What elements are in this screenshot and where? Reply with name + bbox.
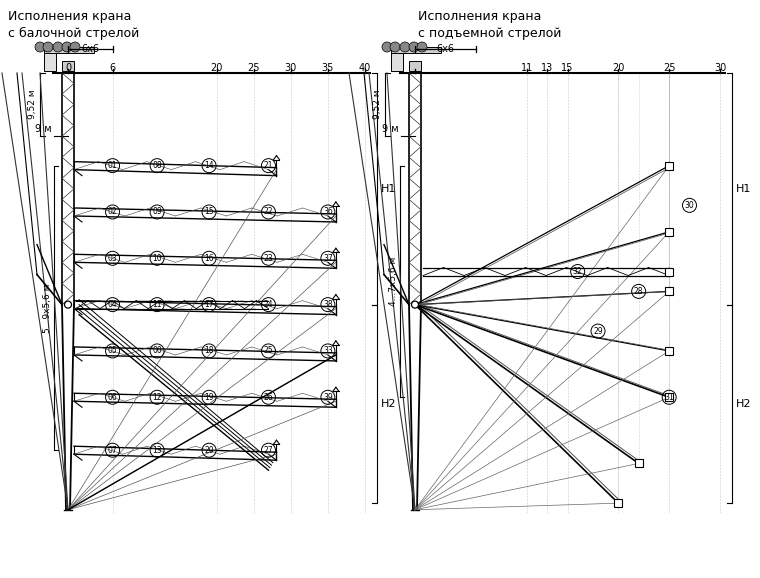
Circle shape: [390, 42, 400, 52]
Bar: [44, 47, 94, 53]
Text: 09: 09: [152, 208, 162, 217]
Text: 9,52 м: 9,52 м: [373, 90, 382, 119]
Text: 26: 26: [264, 393, 274, 402]
Circle shape: [417, 42, 427, 52]
Text: 4...7х5,6 м: 4...7х5,6 м: [389, 257, 398, 306]
Bar: [62, 61, 74, 71]
Text: 30: 30: [714, 63, 726, 73]
Text: 24: 24: [264, 300, 274, 309]
Bar: [44, 53, 56, 71]
Text: 02: 02: [108, 208, 117, 217]
Bar: [391, 47, 441, 53]
Text: 21: 21: [264, 161, 274, 170]
Text: 33: 33: [323, 346, 333, 355]
Text: 20: 20: [612, 63, 625, 73]
Text: 40: 40: [359, 63, 371, 73]
Text: 0: 0: [65, 63, 71, 73]
Bar: [635, 460, 643, 468]
Text: 16: 16: [204, 254, 214, 263]
Text: 25: 25: [264, 346, 274, 355]
Text: 9 м: 9 м: [36, 124, 52, 134]
Text: Исполнения крана
с подъемной стрелой: Исполнения крана с подъемной стрелой: [418, 10, 562, 40]
Text: H2: H2: [381, 399, 397, 409]
Text: 18: 18: [204, 346, 214, 355]
Text: 20: 20: [204, 446, 214, 455]
Text: 13: 13: [152, 446, 162, 455]
Text: 14: 14: [204, 161, 214, 170]
Text: 22: 22: [264, 208, 274, 217]
Circle shape: [65, 301, 71, 308]
Circle shape: [400, 42, 410, 52]
Bar: [409, 61, 421, 71]
Text: 06: 06: [108, 393, 118, 402]
Text: 30: 30: [685, 201, 695, 210]
Text: 6х6: 6х6: [81, 44, 100, 54]
Text: 11: 11: [521, 63, 533, 73]
Circle shape: [70, 42, 80, 52]
Circle shape: [409, 42, 419, 52]
Text: 39: 39: [323, 393, 333, 402]
Text: 32: 32: [573, 267, 582, 276]
Text: 10: 10: [152, 254, 162, 263]
Text: H1: H1: [381, 184, 397, 194]
Bar: [665, 347, 673, 355]
Text: 17: 17: [204, 300, 214, 309]
Text: 9,52 м: 9,52 м: [28, 90, 37, 119]
Text: 25: 25: [247, 63, 260, 73]
Text: 6: 6: [109, 63, 116, 73]
Text: 07: 07: [108, 446, 118, 455]
Text: 29: 29: [594, 327, 603, 336]
Text: 08: 08: [152, 161, 162, 170]
Circle shape: [62, 42, 72, 52]
Text: 38: 38: [323, 300, 333, 309]
Text: H2: H2: [736, 399, 752, 409]
Text: 35: 35: [321, 63, 334, 73]
Bar: [614, 499, 622, 507]
Text: 23: 23: [264, 254, 274, 263]
Bar: [665, 393, 673, 401]
Bar: [391, 53, 403, 71]
Text: 15: 15: [204, 208, 214, 217]
Text: 6х6: 6х6: [436, 44, 454, 54]
Text: 9 м: 9 м: [382, 124, 399, 134]
Circle shape: [382, 42, 392, 52]
Text: 19: 19: [204, 393, 214, 402]
Text: Исполнения крана
с балочной стрелой: Исполнения крана с балочной стрелой: [8, 10, 139, 40]
Text: 11: 11: [152, 300, 162, 309]
Bar: [665, 287, 673, 295]
Text: 05: 05: [108, 346, 118, 355]
Text: 25: 25: [663, 63, 676, 73]
Circle shape: [35, 42, 45, 52]
Text: 28: 28: [634, 287, 644, 296]
Text: 12: 12: [152, 393, 162, 402]
Text: 04: 04: [108, 300, 118, 309]
Text: 31: 31: [664, 393, 674, 402]
Circle shape: [43, 42, 53, 52]
Circle shape: [411, 301, 419, 308]
Text: 03: 03: [108, 254, 118, 263]
Text: 30: 30: [285, 63, 297, 73]
Text: 20: 20: [211, 63, 223, 73]
Text: 37: 37: [323, 254, 333, 263]
Text: H1: H1: [736, 184, 752, 194]
Text: 5...9х5,6 м: 5...9х5,6 м: [43, 283, 52, 333]
Text: 27: 27: [264, 446, 274, 455]
Text: 01: 01: [108, 161, 117, 170]
Bar: [665, 228, 673, 236]
Bar: [665, 268, 673, 276]
Text: 13: 13: [541, 63, 553, 73]
Circle shape: [53, 42, 63, 52]
Bar: [665, 162, 673, 170]
Text: 00: 00: [152, 346, 162, 355]
Text: 36: 36: [323, 208, 333, 217]
Text: 15: 15: [562, 63, 574, 73]
